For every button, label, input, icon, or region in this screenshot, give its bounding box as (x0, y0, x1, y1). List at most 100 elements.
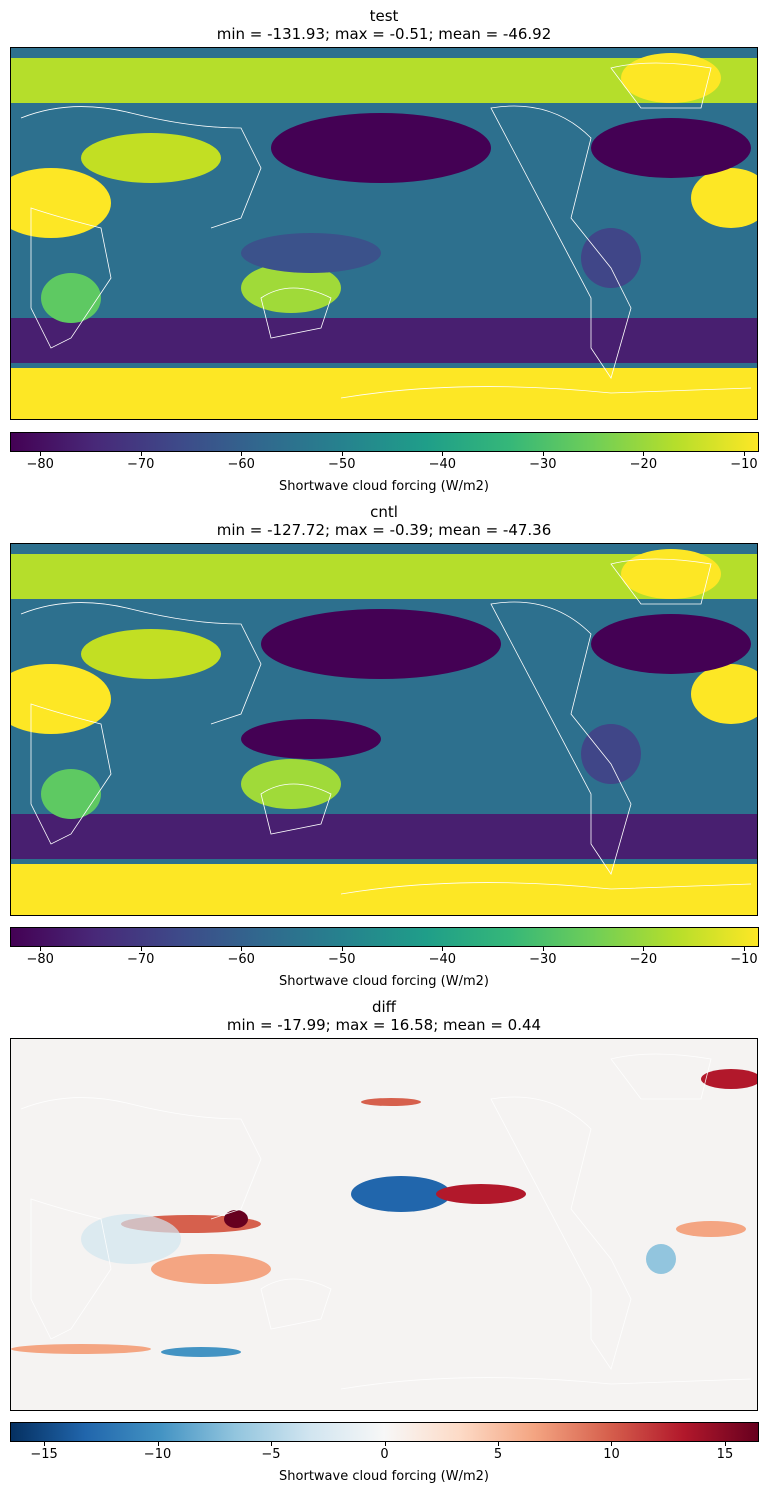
coastlines (20, 558, 752, 895)
colorbar-tick (542, 452, 544, 456)
colorbar-tick-label: −50 (328, 952, 356, 967)
colorbar-tick (542, 947, 544, 951)
coast-greenland (610, 62, 712, 109)
colorbar-tick (341, 452, 343, 456)
colorbar-tick (442, 452, 444, 456)
colorbar-tick (384, 1442, 386, 1446)
colorbar-tick (743, 452, 745, 456)
coast-americas (490, 1096, 632, 1370)
colorbar-label: Shortwave cloud forcing (W/m2) (279, 479, 489, 494)
panel-subtitle: min = -17.99; max = 16.58; mean = 0.44 (226, 1016, 542, 1034)
map-svg (11, 1039, 757, 1410)
colorbar-tick-label: −10 (730, 457, 758, 472)
field-blobs (11, 53, 757, 419)
heatmap-cntl (10, 543, 758, 916)
coast-greenland (610, 1053, 712, 1100)
east-sahara-blob (691, 168, 757, 228)
colorbar-label: Shortwave cloud forcing (W/m2) (279, 974, 489, 989)
coast-africa (30, 703, 112, 845)
colorbar-tick-label: −70 (126, 457, 155, 472)
neg-anomaly-amazon (646, 1244, 676, 1274)
panel-title: cntl (370, 503, 398, 521)
coast-antarctica (340, 882, 752, 895)
greenland-blob (621, 549, 721, 599)
heatmap-test (10, 47, 758, 420)
map-svg (11, 544, 757, 915)
colorbar-tick-label: −80 (26, 457, 54, 472)
colorbar-tick (40, 452, 42, 456)
pos-anomaly-southern (11, 1344, 151, 1354)
colorbar-tick-label: −30 (529, 457, 557, 472)
colorbar-tick (241, 452, 243, 456)
pos-anomaly-atlantic (676, 1221, 746, 1237)
colorbar-tick (442, 947, 444, 951)
colorbar-tick (140, 947, 142, 951)
field-blobs (11, 1069, 757, 1357)
colorbar-tick-label: 15 (716, 1447, 734, 1462)
antarctica-band (11, 864, 757, 915)
colorbar-tick (157, 1442, 159, 1446)
colorbar-tick-label: −70 (126, 952, 155, 967)
coast-australia (260, 1278, 332, 1330)
colorbar-ticks-test: −80 −70 −60 −50 −40 −30 −20 −10 (10, 452, 759, 474)
coast-americas (490, 601, 632, 875)
panel-subtitle: min = -131.93; max = -0.51; mean = -46.9… (216, 25, 552, 43)
colorbar-tick (643, 947, 645, 951)
panel-title: test (369, 7, 399, 25)
colorbar-test (10, 432, 759, 452)
colorbar-tick (643, 452, 645, 456)
sahara-blob (11, 664, 111, 734)
pos-anomaly-s-indian (151, 1254, 271, 1284)
colorbar-tick-label: −60 (227, 952, 255, 967)
colorbar-tick (724, 1442, 726, 1446)
eurasia-blob (81, 133, 221, 183)
east-sahara-blob (691, 664, 757, 724)
colorbar-tick (140, 452, 142, 456)
colorbar-tick-label: −50 (328, 457, 356, 472)
pos-anomaly-arctic (701, 1069, 757, 1089)
eurasia-blob (81, 629, 221, 679)
antarctica-band (11, 368, 757, 419)
pos-anomaly-core (224, 1210, 248, 1228)
southern-ocean-band (11, 814, 757, 859)
map-background (11, 544, 757, 915)
panel-subtitle: min = -127.72; max = -0.39; mean = -47.3… (216, 521, 552, 539)
southern-ocean-band (11, 318, 757, 363)
colorbar-tick-label: 0 (380, 1447, 389, 1462)
colorbar-tick (497, 1442, 499, 1446)
coastlines (20, 62, 752, 399)
coast-americas (490, 105, 632, 379)
n-atlantic-blob (591, 614, 751, 674)
colorbar-tick-label: −30 (529, 952, 557, 967)
neg-anomaly-indian (81, 1214, 181, 1264)
heatmap-diff (10, 1038, 758, 1411)
colorbar-tick (743, 947, 745, 951)
coast-australia (260, 287, 332, 339)
sahara-blob (11, 168, 111, 238)
amazon-blob (581, 228, 641, 288)
panel-title: diff (371, 998, 397, 1016)
n-atlantic-blob (591, 118, 751, 178)
s-africa-blob (41, 273, 101, 323)
colorbar-cntl (10, 927, 759, 947)
colorbar-tick-label: 5 (493, 1447, 503, 1462)
colorbar-tick (44, 1442, 46, 1446)
colorbar-tick-label: −40 (428, 457, 457, 472)
s-africa-blob (41, 769, 101, 819)
colorbar-ticks-diff: −15 −10 −5 0 5 10 15 (10, 1442, 759, 1464)
coast-africa (30, 1198, 112, 1340)
colorbar-tick-label: −60 (227, 457, 255, 472)
coast-eurasia (20, 106, 262, 229)
colorbar-tick-label: −15 (30, 1447, 58, 1462)
colorbar-tick (241, 947, 243, 951)
warm-pool-blob (241, 233, 381, 273)
colorbar-tick-label: −10 (730, 952, 758, 967)
pos-anomaly-pacific (436, 1184, 526, 1204)
greenland-blob (621, 53, 721, 103)
colorbar-tick (271, 1442, 272, 1446)
colorbar-tick (611, 1442, 613, 1446)
colorbar-label: Shortwave cloud forcing (W/m2) (279, 1469, 489, 1484)
neg-anomaly-southern (161, 1347, 241, 1357)
coast-antarctica (340, 1377, 752, 1390)
field-blobs (11, 549, 757, 915)
